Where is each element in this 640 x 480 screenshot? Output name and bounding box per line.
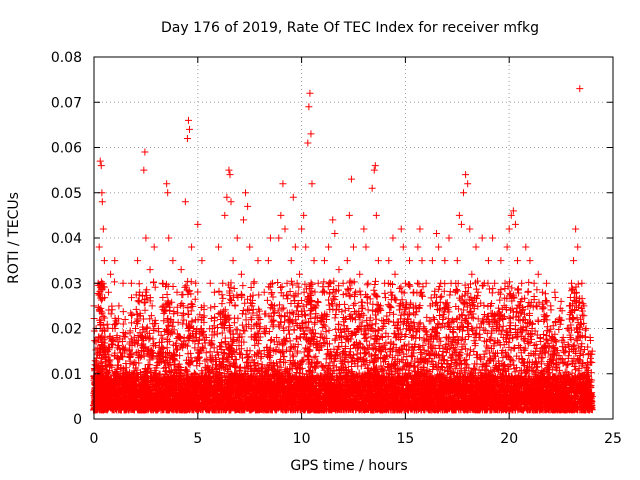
data-point: [115, 342, 123, 350]
data-point: [99, 321, 107, 329]
data-point: [101, 363, 109, 371]
data-point: [113, 368, 121, 376]
data-point: [108, 302, 116, 310]
data-point: [119, 320, 127, 328]
data-point: [101, 327, 109, 335]
data-point: [119, 364, 127, 372]
data-point: [101, 314, 109, 322]
data-point: [99, 312, 107, 320]
data-point: [113, 319, 121, 327]
data-point: [105, 346, 113, 354]
data-point: [99, 280, 107, 288]
data-point: [95, 333, 103, 341]
data-point: [107, 310, 115, 318]
data-point: [103, 320, 111, 328]
data-point: [109, 337, 117, 345]
data-point: [114, 315, 122, 323]
data-point: [101, 294, 109, 302]
data-point: [108, 363, 116, 371]
data-point: [110, 278, 118, 286]
data-point: [119, 353, 127, 361]
data-point: [106, 367, 114, 375]
data-point: [117, 352, 125, 360]
data-point: [119, 308, 127, 316]
data-points: [89, 85, 596, 414]
data-point: [118, 338, 126, 346]
data-point: [100, 283, 108, 291]
data-point: [98, 309, 106, 317]
data-point: [106, 356, 114, 364]
data-point: [107, 361, 115, 369]
data-point: [91, 337, 99, 345]
